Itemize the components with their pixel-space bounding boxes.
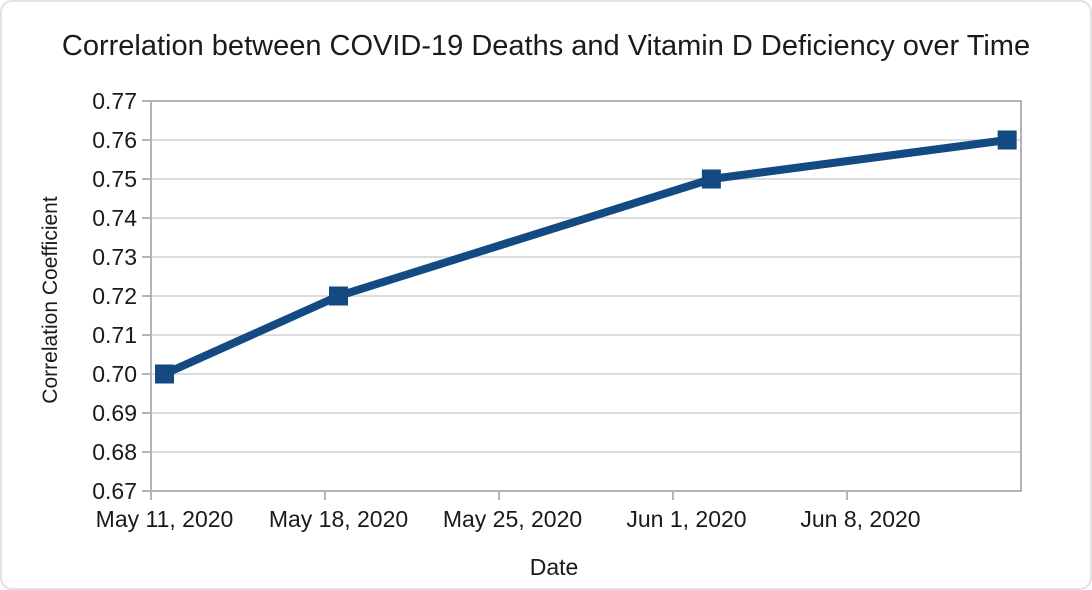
y-tick-label: 0.69 xyxy=(92,400,137,426)
y-tick-label: 0.76 xyxy=(92,127,137,153)
x-tick-label: May 18, 2020 xyxy=(269,506,408,532)
x-tick-label: May 25, 2020 xyxy=(443,506,582,532)
y-tick-label: 0.75 xyxy=(92,166,137,192)
data-point-marker xyxy=(701,169,721,189)
y-tick-label: 0.70 xyxy=(92,361,137,387)
y-tick-label: 0.71 xyxy=(92,322,137,348)
chart-title: Correlation between COVID-19 Deaths and … xyxy=(61,30,1031,62)
x-tick-label: Jun 1, 2020 xyxy=(626,506,746,532)
series-line xyxy=(162,136,1008,378)
x-tick-label: May 11, 2020 xyxy=(96,506,234,532)
x-tick-label: Jun 8, 2020 xyxy=(800,506,920,532)
data-point-marker xyxy=(997,130,1017,150)
y-tick-label: 0.72 xyxy=(92,283,137,309)
y-tick-label: 0.74 xyxy=(92,205,137,231)
x-axis-title: Date xyxy=(529,554,579,580)
y-tick-label: 0.67 xyxy=(92,478,137,504)
data-point-marker xyxy=(329,286,348,306)
y-tick-label: 0.68 xyxy=(92,439,137,465)
y-tick-label: 0.77 xyxy=(92,88,137,114)
plot-frame xyxy=(150,100,1022,492)
y-tick-label: 0.73 xyxy=(92,244,137,270)
data-point-marker xyxy=(155,364,174,384)
